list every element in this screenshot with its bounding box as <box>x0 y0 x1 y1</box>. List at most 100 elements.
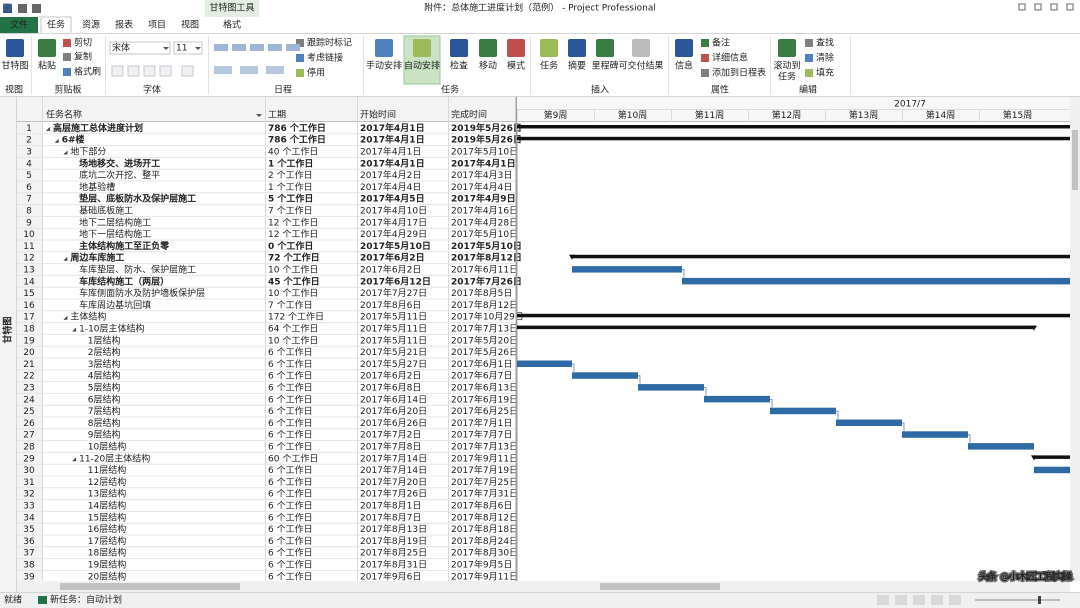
ribbon-button[interactable]: 自动安排 <box>404 60 440 72</box>
ribbon-button[interactable]: 可交付结果 <box>618 60 663 72</box>
task-finish: 2019年5月26日 <box>451 122 522 134</box>
ribbon-small-button[interactable]: 备注 <box>712 37 730 49</box>
task-name[interactable]: 车库垫层、防水、保护层施工 <box>79 264 196 276</box>
task-name[interactable]: 7层结构 <box>88 405 121 417</box>
row-number: 1 <box>26 124 32 134</box>
collapse-toggle[interactable] <box>72 327 77 332</box>
column-header[interactable]: 完成时间 <box>451 109 487 121</box>
task-name[interactable]: 11-20层主体结构 <box>79 452 150 464</box>
ribbon-small-button[interactable]: 复制 <box>74 51 92 63</box>
task-name[interactable]: 6层结构 <box>88 393 121 405</box>
task-name[interactable]: 1层结构 <box>88 334 121 346</box>
task-name[interactable]: 车库结构施工（两层） <box>79 275 169 287</box>
task-duration: 6 个工作日 <box>268 405 313 417</box>
ribbon-small-button[interactable]: 添加到日程表 <box>712 67 766 79</box>
ribbon-small-button[interactable]: 格式刷 <box>74 66 101 78</box>
ribbon-button[interactable]: 任务 <box>540 60 558 72</box>
ribbon-button[interactable]: 任务 <box>778 71 796 83</box>
collapse-toggle[interactable] <box>46 126 50 131</box>
task-name[interactable]: 地基验槽 <box>79 181 115 193</box>
task-name[interactable]: 地下部分 <box>70 146 106 158</box>
task-name[interactable]: 18层结构 <box>88 547 126 559</box>
ribbon-small-button[interactable]: 填充 <box>816 67 834 79</box>
task-bar <box>517 360 572 367</box>
task-name[interactable]: 16层结构 <box>88 523 126 535</box>
ribbon-button[interactable]: 摘要 <box>568 60 586 72</box>
task-name[interactable]: 9层结构 <box>88 429 121 441</box>
task-name[interactable]: 垫层、底板防水及保护层施工 <box>79 193 196 205</box>
collapse-toggle[interactable] <box>54 138 59 143</box>
row-number: 24 <box>23 395 35 405</box>
task-name[interactable]: 17层结构 <box>88 535 126 547</box>
ribbon-button[interactable]: 移动 <box>479 60 497 72</box>
column-header[interactable]: 开始时间 <box>360 109 396 121</box>
task-name[interactable]: 10层结构 <box>88 441 126 453</box>
task-finish: 2017年5月10日 <box>451 240 522 252</box>
ribbon-button[interactable]: 信息 <box>675 60 693 72</box>
ribbon-combo-value[interactable]: 宋体 <box>112 42 130 54</box>
ribbon-small-button[interactable]: 清除 <box>816 52 834 64</box>
task-duration: 786 个工作日 <box>268 134 326 146</box>
ribbon-tab[interactable]: 报表 <box>115 19 133 31</box>
ribbon-button[interactable]: 里程碑 <box>591 60 618 72</box>
task-name[interactable]: 车库周边基坑回填 <box>79 299 151 311</box>
ribbon-small-button[interactable]: 考虑链接 <box>307 52 343 64</box>
task-duration: 6 个工作日 <box>268 370 313 382</box>
task-name[interactable]: 高层施工总体进度计划 <box>53 122 143 134</box>
task-name[interactable]: 底坑二次开挖、整平 <box>79 169 160 181</box>
ribbon-button[interactable]: 检查 <box>450 60 468 72</box>
ribbon-button[interactable]: 滚动到 <box>773 60 800 72</box>
ribbon-combo-value[interactable]: 11 <box>176 44 187 54</box>
ribbon-small-button[interactable]: 剪切 <box>74 37 92 49</box>
ribbon-tab[interactable]: 资源 <box>82 20 100 31</box>
ribbon-tab[interactable]: 视图 <box>181 19 199 31</box>
ribbon-small-button[interactable]: 跟踪时标记 <box>307 37 352 49</box>
task-name[interactable]: 19层结构 <box>88 559 126 571</box>
file-tab[interactable]: 文件 <box>10 19 28 31</box>
task-duration: 6 个工作日 <box>268 464 313 476</box>
task-name[interactable]: 11层结构 <box>88 464 126 476</box>
ribbon-tab[interactable]: 项目 <box>148 20 166 31</box>
collapse-toggle[interactable] <box>63 150 68 155</box>
column-header[interactable]: 工期 <box>268 110 286 121</box>
task-name[interactable]: 15层结构 <box>88 511 126 523</box>
row-number: 34 <box>23 513 35 523</box>
task-name[interactable]: 6#楼 <box>62 134 85 146</box>
task-name[interactable]: 4层结构 <box>88 370 121 382</box>
ribbon-button[interactable]: 粘贴 <box>38 60 56 72</box>
row-number: 38 <box>23 561 35 571</box>
column-header[interactable]: 任务名称 <box>46 109 82 121</box>
collapse-toggle[interactable] <box>63 256 68 261</box>
task-name[interactable]: 5层结构 <box>88 382 121 394</box>
task-name[interactable]: 主体结构施工至正负零 <box>79 240 170 252</box>
task-name[interactable]: 地下二层结构施工 <box>79 216 151 228</box>
task-name[interactable]: 20层结构 <box>88 570 126 582</box>
ribbon-small-icon <box>805 54 813 62</box>
task-name[interactable]: 14层结构 <box>88 500 126 512</box>
task-name[interactable]: 主体结构 <box>70 311 106 323</box>
ribbon-tab[interactable]: 任务 <box>47 19 65 31</box>
ribbon-button[interactable]: 手动安排 <box>366 60 402 72</box>
task-name[interactable]: 12层结构 <box>88 476 126 488</box>
task-name[interactable]: 场地移交、进场开工 <box>79 157 160 169</box>
task-name[interactable]: 基础底板施工 <box>79 205 133 217</box>
task-name[interactable]: 地下一层结构施工 <box>79 228 151 240</box>
task-name[interactable]: 2层结构 <box>88 346 121 358</box>
ribbon-small-icon <box>701 69 709 77</box>
task-name[interactable]: 1-10层主体结构 <box>79 323 144 335</box>
task-name[interactable]: 周边车库施工 <box>70 252 124 264</box>
task-name[interactable]: 13层结构 <box>88 488 126 500</box>
collapse-toggle[interactable] <box>63 315 68 320</box>
task-name[interactable]: 3层结构 <box>88 358 121 370</box>
ribbon-tab[interactable]: 格式 <box>223 19 241 31</box>
ribbon-button[interactable]: 甘特图 <box>1 60 28 72</box>
indent-button <box>240 66 258 74</box>
ribbon-button[interactable]: 模式 <box>507 60 525 72</box>
collapse-toggle[interactable] <box>72 457 77 462</box>
window-control-glyph <box>3 3 11 11</box>
ribbon-small-button[interactable]: 详细信息 <box>712 52 748 64</box>
task-name[interactable]: 8层结构 <box>88 417 121 429</box>
ribbon-small-button[interactable]: 查找 <box>816 37 834 49</box>
task-name[interactable]: 车库侧面防水及防护墙板保护层 <box>79 287 205 299</box>
ribbon-small-button[interactable]: 停用 <box>307 67 325 79</box>
